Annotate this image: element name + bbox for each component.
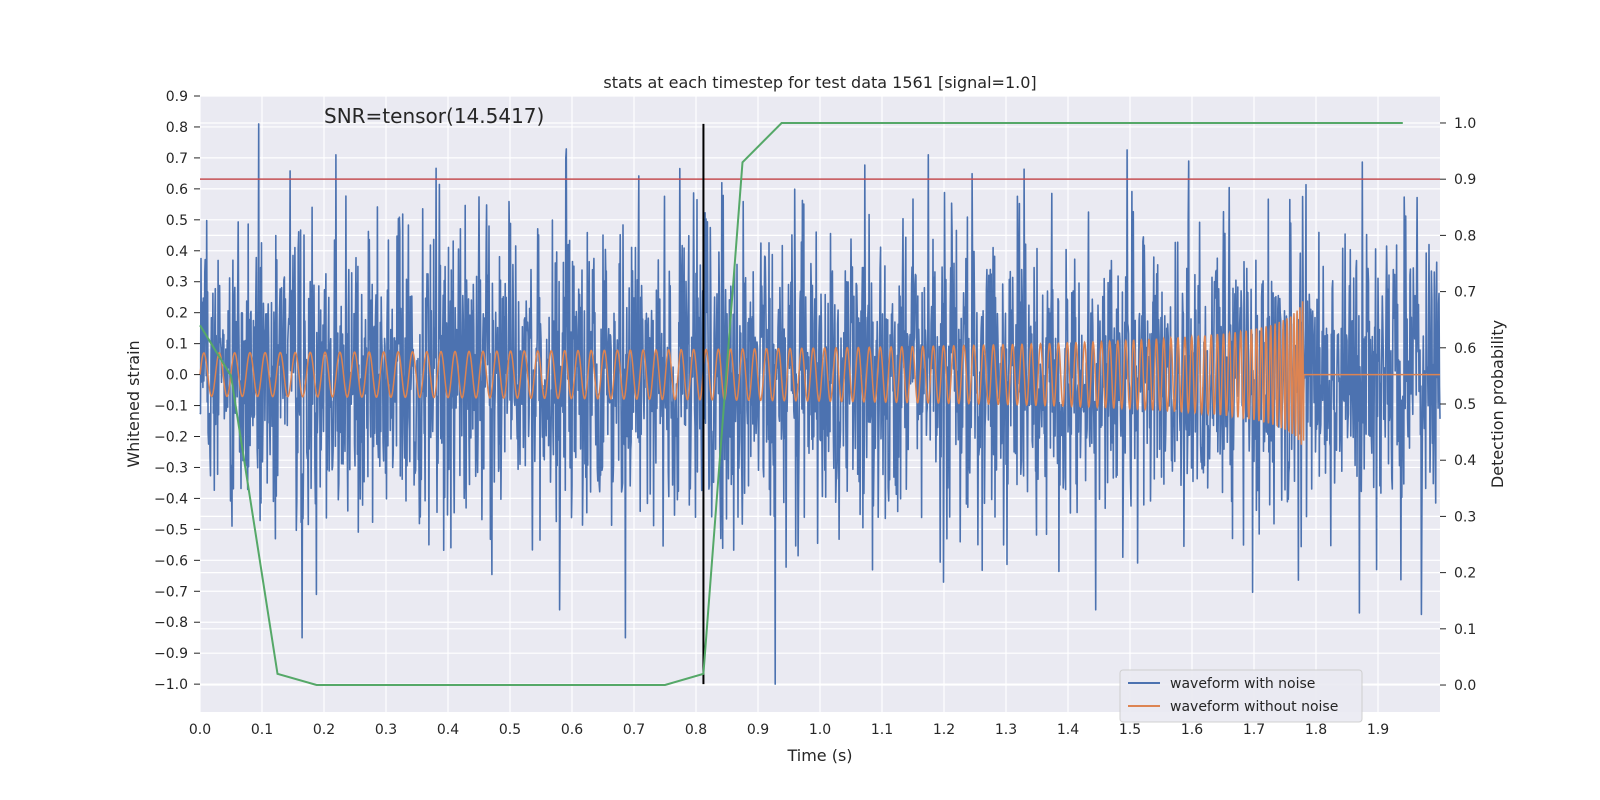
y-tick-label: 0.1	[166, 337, 188, 353]
y2-tick-label: 0.0	[1454, 678, 1476, 694]
series-waveform-without-noise	[199, 301, 1440, 445]
x-tick-label: 1.3	[995, 722, 1017, 738]
y-tick-label: 0.7	[166, 151, 188, 167]
y-tick-label: 0.2	[166, 306, 188, 322]
x-tick-label: 1.2	[933, 722, 955, 738]
y2-tick-label: 0.2	[1454, 566, 1476, 582]
x-tick-label: 1.0	[809, 722, 831, 738]
y2-tick-label: 0.5	[1454, 397, 1476, 413]
x-tick-label: 0.8	[685, 722, 707, 738]
y-tick-labels: −1.0 −0.9 −0.8 −0.7 −0.6 −0.5 −0.4 −0.3 −0.2 −0.1…	[154, 89, 200, 693]
legend-box	[1119, 669, 1363, 723]
x-tick-label: 0.1	[251, 722, 273, 738]
y2-axis-label: Detection probability	[1488, 320, 1507, 488]
y2-tick-label: 0.8	[1454, 228, 1476, 244]
legend: waveform with noise waveform without noi…	[1119, 669, 1363, 723]
y-tick-label: −0.8	[154, 615, 188, 631]
y-tick-label: −1.0	[154, 677, 188, 693]
reference-lines	[199, 122, 1440, 686]
y-tick-label: 0.3	[166, 275, 188, 291]
y2-tick-label: 1.0	[1454, 116, 1476, 132]
x-tick-label: 0.0	[189, 722, 211, 738]
x-tick-label: 0.4	[437, 722, 459, 738]
y-tick-label: 0.0	[166, 368, 188, 384]
y-tick-label: −0.3	[154, 460, 188, 476]
y-tick-label: −0.7	[154, 584, 188, 600]
x-tick-label: 0.5	[499, 722, 521, 738]
x-tick-labels: 0.0 0.1 0.2 0.3 0.4 0.5 0.6 0.7 0.8 0.9 1.0 1.1 1.2 1…	[189, 722, 1389, 738]
x-tick-label: 0.2	[313, 722, 335, 738]
y-tick-label: −0.5	[154, 522, 188, 538]
y-tick-label: −0.4	[154, 491, 188, 507]
x-tick-label: 1.1	[871, 722, 893, 738]
y2-tick-label: 0.7	[1454, 285, 1476, 301]
chart-title: stats at each timestep for test data 156…	[603, 73, 1036, 92]
legend-label-without-noise: waveform without noise	[1170, 699, 1338, 715]
series-detection-probability	[199, 122, 1403, 686]
x-tick-label: 1.5	[1119, 722, 1141, 738]
y-tick-label: −0.9	[154, 646, 188, 662]
x-tick-label: 1.6	[1181, 722, 1203, 738]
y-tick-label: 0.6	[166, 182, 188, 198]
y-tick-label: −0.6	[154, 553, 188, 569]
y-tick-label: 0.9	[166, 89, 188, 105]
x-tick-label: 0.6	[561, 722, 583, 738]
y-tick-label: −0.2	[154, 430, 188, 446]
x-tick-label: 0.7	[623, 722, 645, 738]
y2-tick-label: 0.1	[1454, 622, 1476, 638]
x-tick-label: 0.9	[747, 722, 769, 738]
x-tick-label: 0.3	[375, 722, 397, 738]
y2-tick-labels: 0.0 0.1 0.2 0.3 0.4 0.5 0.6 0.7 0.8 0.9 1.0	[1440, 116, 1476, 694]
y-tick-label: −0.1	[154, 399, 188, 415]
y2-tick-label: 0.6	[1454, 341, 1476, 357]
y-axis-label: Whitened strain	[124, 340, 143, 467]
y2-tick-label: 0.4	[1454, 453, 1476, 469]
legend-label-with-noise: waveform with noise	[1170, 676, 1315, 692]
y-tick-label: 0.4	[166, 244, 188, 260]
x-tick-label: 1.8	[1305, 722, 1327, 738]
x-tick-label: 1.4	[1057, 722, 1079, 738]
x-tick-label: 1.9	[1367, 722, 1389, 738]
y-tick-label: 0.5	[166, 213, 188, 229]
series-layer	[199, 123, 1441, 685]
y2-tick-label: 0.3	[1454, 509, 1476, 525]
x-axis-label: Time (s)	[786, 746, 852, 765]
y-tick-label: 0.8	[166, 120, 188, 136]
y2-tick-label: 0.9	[1454, 172, 1476, 188]
x-tick-label: 1.7	[1243, 722, 1265, 738]
snr-annotation: SNR=tensor(14.5417)	[324, 104, 544, 128]
